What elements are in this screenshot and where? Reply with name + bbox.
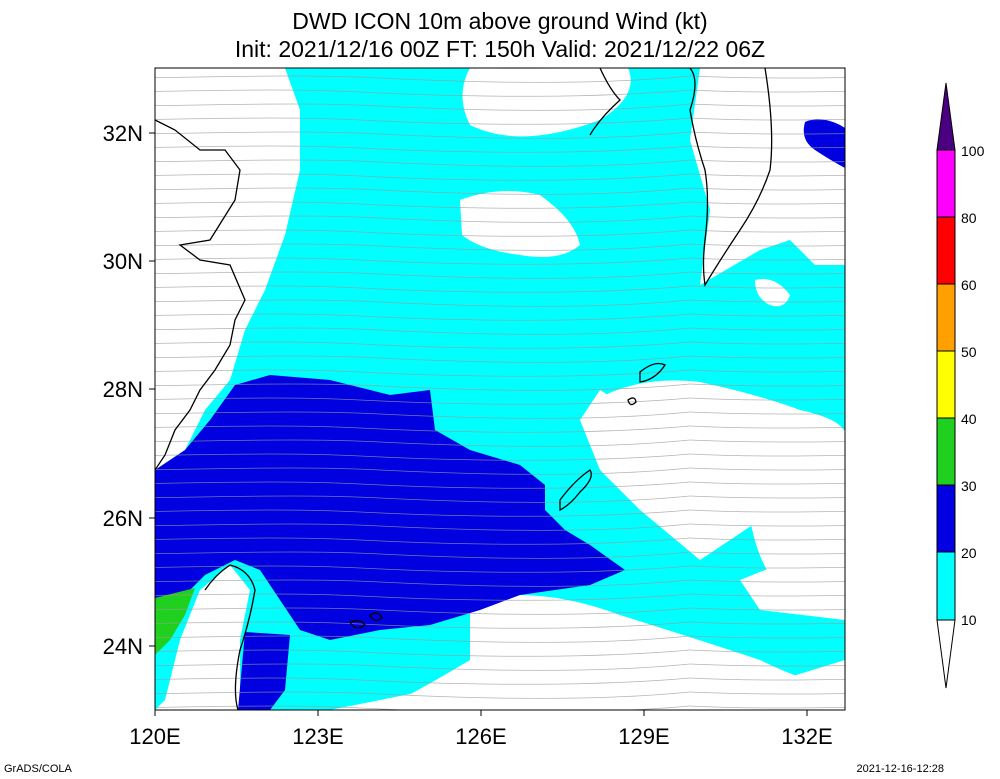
- colorbar-below10: [936, 619, 956, 689]
- x-tick-label: 120E: [129, 724, 180, 749]
- y-tick-label: 28N: [103, 377, 143, 402]
- colorbar-50-60: [936, 283, 956, 352]
- colorbar-label: 30: [961, 478, 977, 494]
- y-tick-label: 30N: [103, 249, 143, 274]
- colorbar-above100: [936, 82, 956, 151]
- x-tick-label: 126E: [455, 724, 506, 749]
- colorbar-80-100: [936, 149, 956, 218]
- colorbar-label: 80: [961, 210, 977, 226]
- colorbar: [936, 82, 956, 689]
- colorbar-20-30: [936, 484, 956, 553]
- axis-ticks: [149, 132, 808, 716]
- x-tick-label: 129E: [618, 724, 669, 749]
- colorbar-label: 20: [961, 545, 977, 561]
- coastlines: [155, 68, 773, 710]
- x-tick-label: 132E: [781, 724, 832, 749]
- x-tick-label: 123E: [292, 724, 343, 749]
- colorbar-label: 60: [961, 277, 977, 293]
- colorbar-60-80: [936, 216, 956, 285]
- colorbar-label: 100: [961, 143, 985, 159]
- colorbar-10-20: [936, 551, 956, 621]
- colorbar-label: 40: [961, 411, 977, 427]
- y-tick-label: 26N: [103, 506, 143, 531]
- chart-title: DWD ICON 10m above ground Wind (kt): [292, 8, 708, 34]
- y-tick-label: 32N: [103, 121, 143, 146]
- footer-credit: GrADS/COLA: [4, 763, 72, 775]
- footer-timestamp: 2021-12-16-12:28: [856, 763, 944, 775]
- y-tick-label: 24N: [103, 634, 143, 659]
- colorbar-label: 10: [961, 612, 977, 628]
- streamlines: [155, 68, 845, 710]
- chart-subtitle: Init: 2021/12/16 00Z FT: 150h Valid: 202…: [234, 36, 766, 62]
- colorbar-label: 50: [961, 344, 977, 360]
- colorbar-40-50: [936, 350, 956, 419]
- colorbar-30-40: [936, 417, 956, 486]
